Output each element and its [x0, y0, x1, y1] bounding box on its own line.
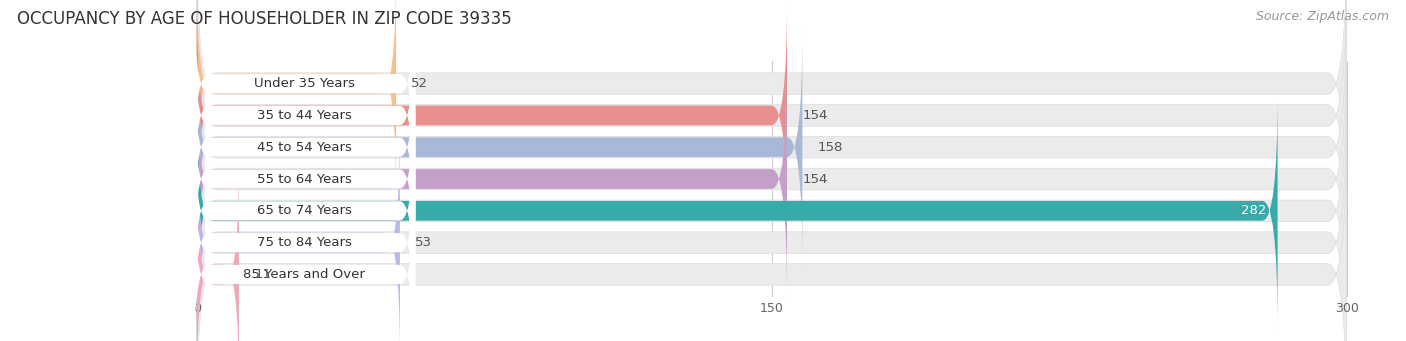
Text: 85 Years and Over: 85 Years and Over [243, 268, 366, 281]
FancyBboxPatch shape [197, 0, 1347, 232]
Text: 11: 11 [254, 268, 271, 281]
Text: 52: 52 [412, 77, 429, 90]
Text: OCCUPANCY BY AGE OF HOUSEHOLDER IN ZIP CODE 39335: OCCUPANCY BY AGE OF HOUSEHOLDER IN ZIP C… [17, 10, 512, 28]
FancyBboxPatch shape [197, 0, 787, 233]
FancyBboxPatch shape [197, 30, 803, 265]
Text: 65 to 74 Years: 65 to 74 Years [257, 204, 352, 217]
Text: Source: ZipAtlas.com: Source: ZipAtlas.com [1256, 10, 1389, 23]
Text: 55 to 64 Years: 55 to 64 Years [257, 173, 352, 186]
FancyBboxPatch shape [197, 31, 1347, 327]
Text: Under 35 Years: Under 35 Years [253, 77, 354, 90]
Text: 35 to 44 Years: 35 to 44 Years [257, 109, 352, 122]
FancyBboxPatch shape [193, 61, 415, 297]
FancyBboxPatch shape [193, 93, 415, 328]
FancyBboxPatch shape [197, 0, 396, 201]
FancyBboxPatch shape [197, 125, 399, 341]
FancyBboxPatch shape [197, 0, 1347, 264]
FancyBboxPatch shape [193, 157, 415, 341]
FancyBboxPatch shape [193, 125, 415, 341]
FancyBboxPatch shape [197, 126, 1347, 341]
FancyBboxPatch shape [197, 94, 1347, 341]
FancyBboxPatch shape [197, 157, 239, 341]
Text: 158: 158 [818, 141, 844, 154]
Text: 154: 154 [803, 109, 828, 122]
Text: 53: 53 [415, 236, 432, 249]
FancyBboxPatch shape [193, 0, 415, 201]
FancyBboxPatch shape [197, 62, 787, 296]
FancyBboxPatch shape [193, 0, 415, 233]
Text: 75 to 84 Years: 75 to 84 Years [257, 236, 352, 249]
FancyBboxPatch shape [193, 30, 415, 265]
FancyBboxPatch shape [197, 0, 1347, 295]
Text: 154: 154 [803, 173, 828, 186]
Text: 282: 282 [1240, 204, 1265, 217]
FancyBboxPatch shape [197, 63, 1347, 341]
FancyBboxPatch shape [197, 93, 1278, 328]
Text: 45 to 54 Years: 45 to 54 Years [257, 141, 352, 154]
